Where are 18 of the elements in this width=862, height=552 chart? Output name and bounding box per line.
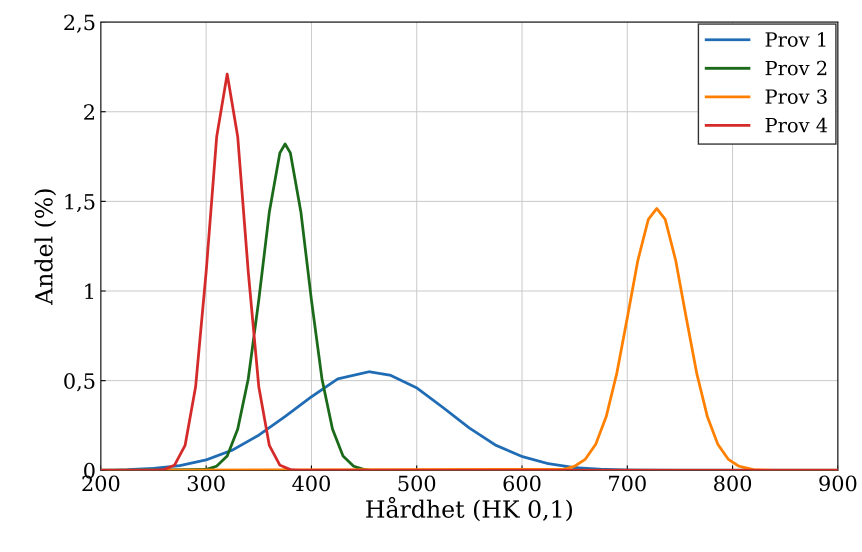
x-tick-label: 500 bbox=[398, 476, 436, 492]
legend-label: Prov 4 bbox=[766, 118, 828, 132]
x-tick-label: 900 bbox=[819, 476, 856, 492]
x-tick-label: 800 bbox=[714, 476, 752, 492]
x-tick-label: 600 bbox=[504, 476, 540, 492]
x-tick-label: 400 bbox=[292, 476, 330, 492]
y-tick-label: 2,5 bbox=[64, 14, 94, 33]
y-tick-label: 2 bbox=[84, 104, 94, 120]
x-tick-label: 300 bbox=[188, 476, 225, 492]
x-tick-label: 700 bbox=[609, 476, 646, 492]
x-axis-title: Hårdhet (HK 0,1) bbox=[366, 496, 572, 522]
y-tick-label: 1 bbox=[85, 283, 94, 299]
y-tick-label: 0,5 bbox=[64, 373, 94, 392]
legend-label: Prov 1 bbox=[766, 32, 826, 47]
legend-label: Prov 2 bbox=[766, 60, 826, 76]
y-tick-label: 1,5 bbox=[65, 194, 94, 212]
legend-label: Prov 3 bbox=[766, 89, 827, 104]
y-axis-title: Andel (%) bbox=[34, 189, 56, 305]
